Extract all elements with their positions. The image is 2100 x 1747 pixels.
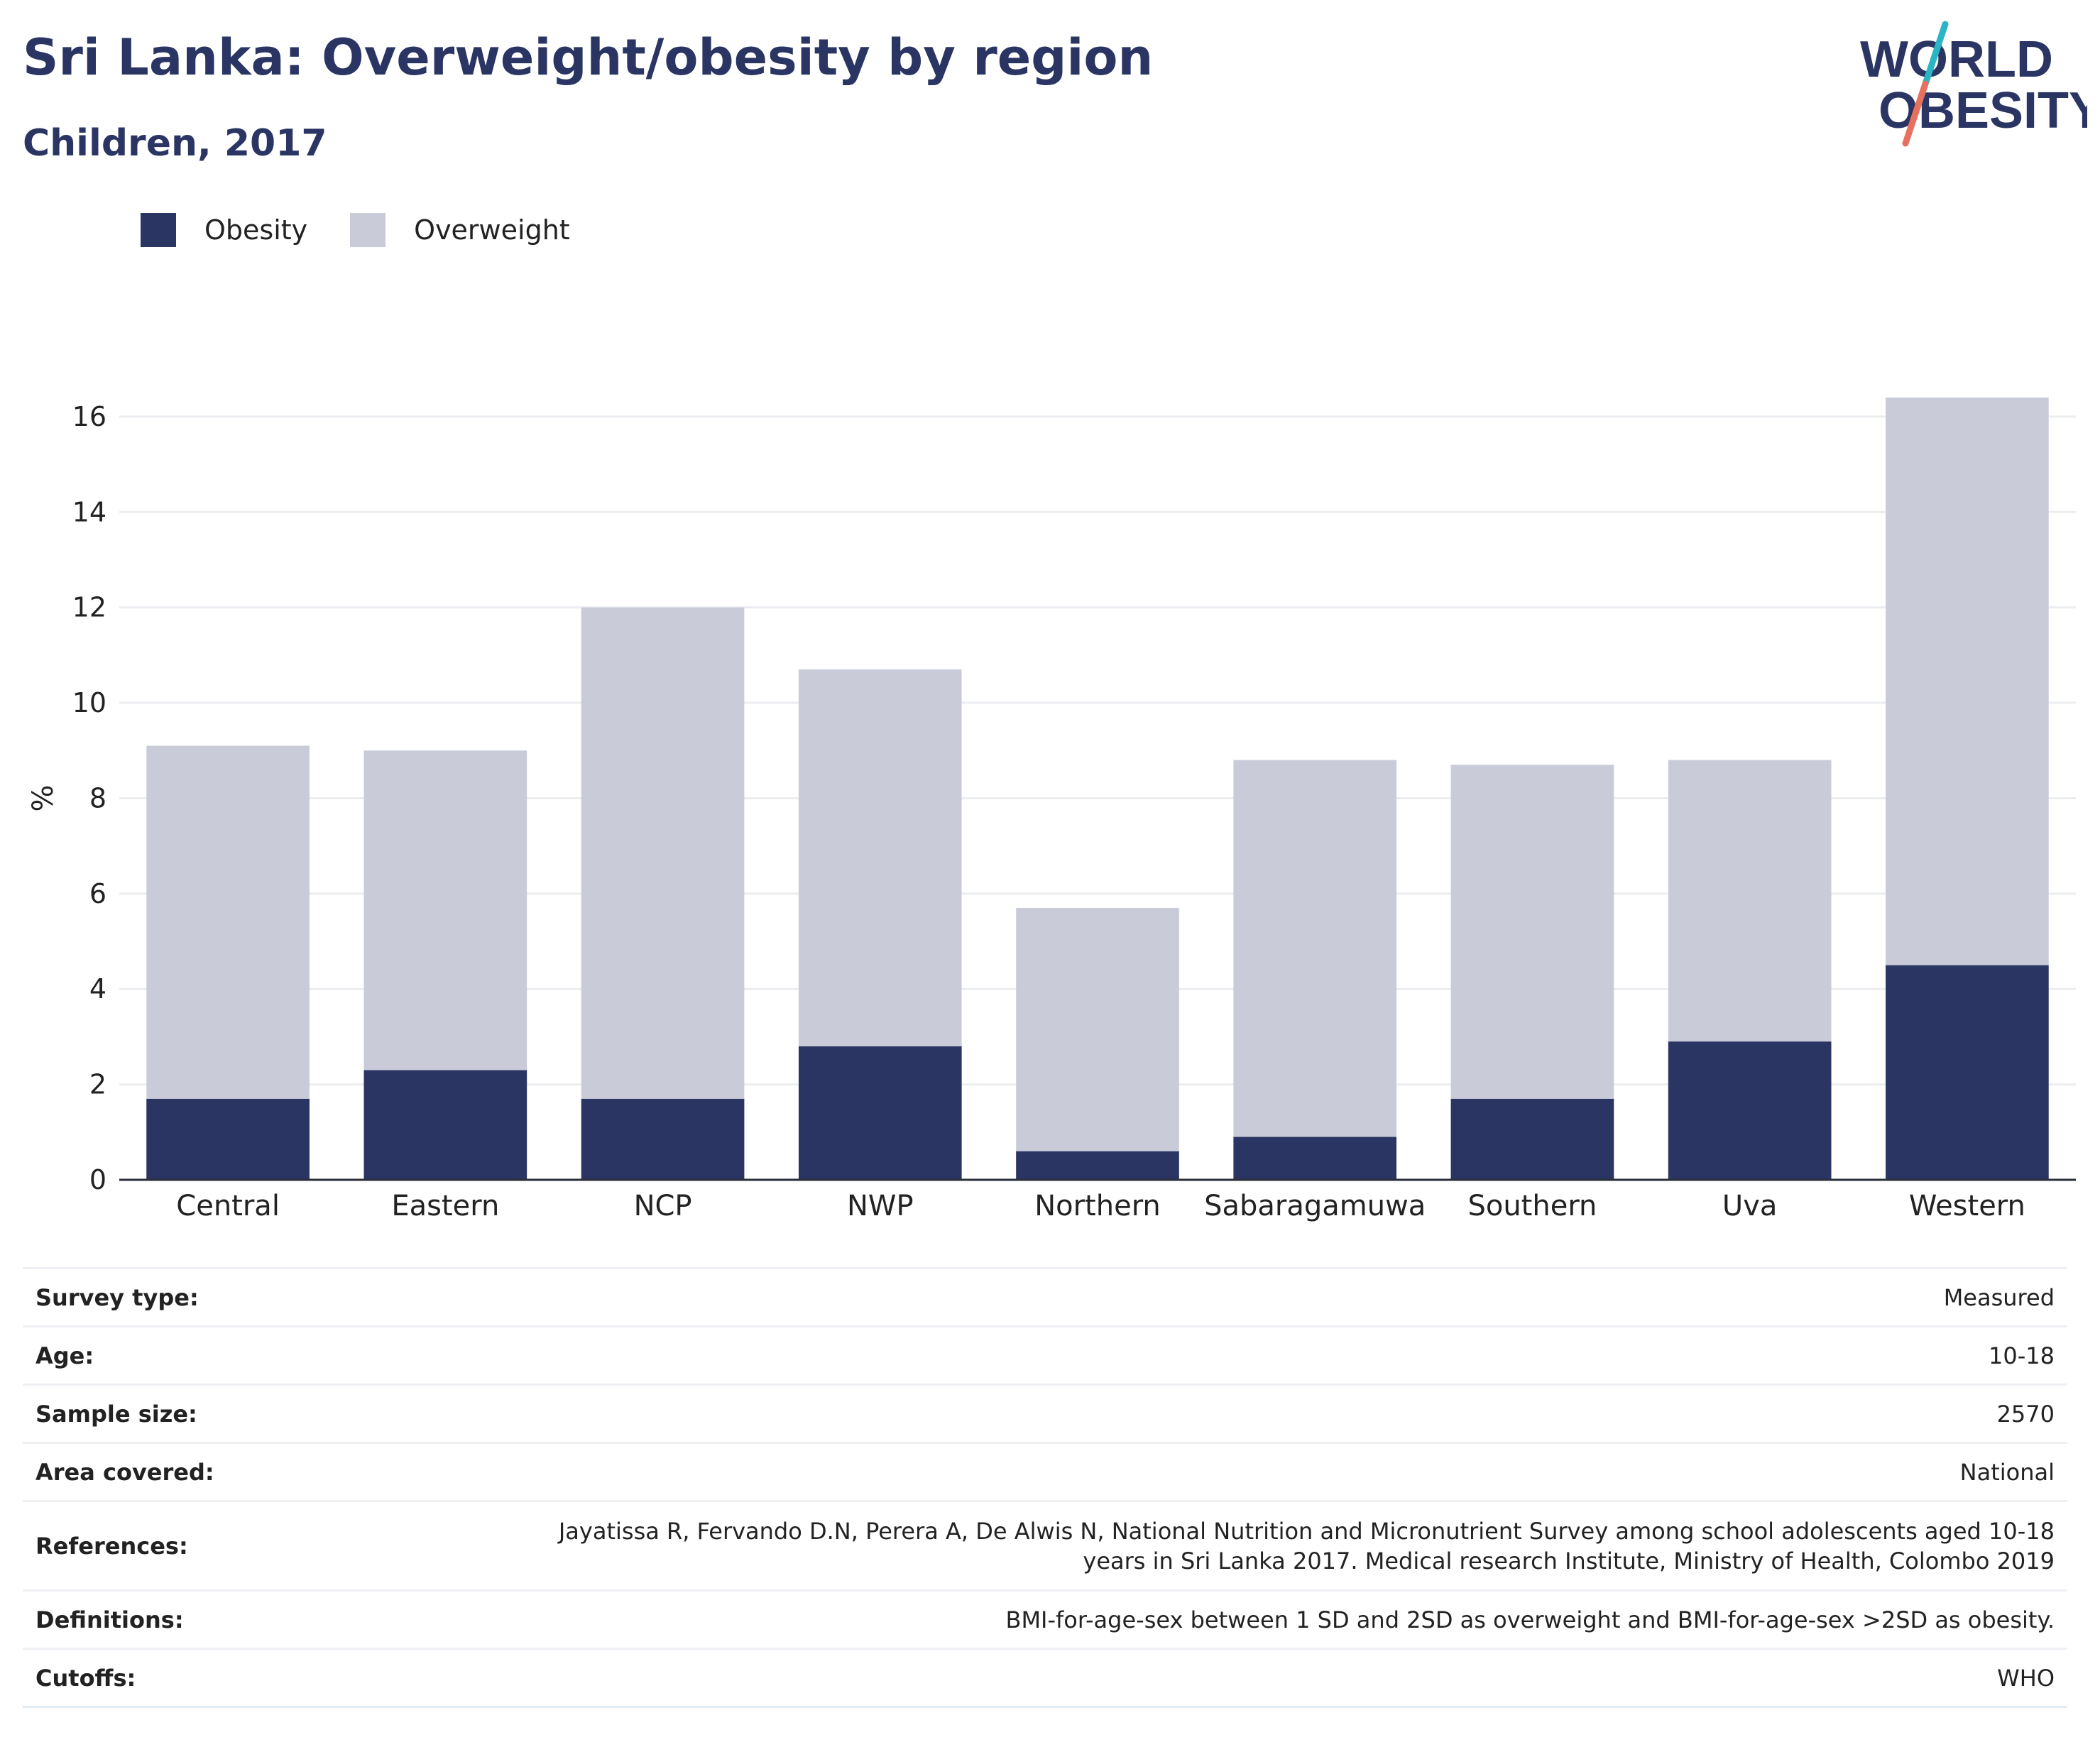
info-key: Sample size: xyxy=(23,1384,545,1443)
info-key: References: xyxy=(23,1500,545,1591)
chart-subtitle: Children, 2017 xyxy=(23,122,327,165)
bar-overweight-nwp xyxy=(798,669,962,1046)
bar-overweight-central xyxy=(146,745,310,1099)
bar-overweight-sabaragamuwa xyxy=(1233,760,1397,1137)
bar-obesity-southern xyxy=(1450,1098,1614,1180)
info-key: Area covered: xyxy=(23,1442,545,1501)
x-tick-label: Southern xyxy=(1467,1190,1597,1222)
bar-obesity-nwp xyxy=(798,1046,962,1180)
x-tick-label: Sabaragamuwa xyxy=(1204,1190,1426,1222)
bar-obesity-eastern xyxy=(363,1070,527,1180)
info-row-survey-type: Survey type: Measured xyxy=(23,1267,2067,1327)
info-key: Cutoffs: xyxy=(23,1648,545,1708)
logo-slash-teal xyxy=(1922,21,1949,87)
x-tick-label: Northern xyxy=(1034,1190,1161,1222)
y-tick-label: 16 xyxy=(72,401,106,432)
x-tick-label: NCP xyxy=(634,1190,692,1222)
legend-swatch-overweight xyxy=(350,213,386,247)
legend-item-obesity[interactable]: Obesity xyxy=(141,213,307,247)
info-value: 10-18 xyxy=(545,1325,2067,1385)
info-value: National xyxy=(545,1442,2067,1501)
bar-overweight-western xyxy=(1886,398,2049,965)
bar-obesity-uva xyxy=(1668,1041,1832,1180)
bar-obesity-ncp xyxy=(581,1098,745,1180)
legend-swatch-obesity xyxy=(141,213,176,247)
info-row-cutoffs: Cutoffs: WHO xyxy=(23,1648,2067,1708)
chart-legend: Obesity Overweight xyxy=(141,210,613,250)
y-axis-label: % xyxy=(27,784,60,811)
bar-obesity-sabaragamuwa xyxy=(1233,1137,1397,1180)
info-row-sample-size: Sample size: 2570 xyxy=(23,1384,2067,1443)
y-tick-label: 14 xyxy=(72,496,106,527)
x-tick-label: NWP xyxy=(847,1190,914,1222)
x-tick-label: Eastern xyxy=(391,1190,499,1222)
bar-overweight-ncp xyxy=(581,607,745,1099)
x-tick-label: Western xyxy=(1909,1190,2025,1222)
info-value: BMI-for-age-sex between 1 SD and 2SD as … xyxy=(545,1589,2067,1649)
y-tick-label: 10 xyxy=(72,687,106,718)
reference-line-1: Jayatissa R, Fervando D.N, Perera A, De … xyxy=(558,1517,2055,1545)
info-value: Measured xyxy=(545,1267,2067,1327)
bar-overweight-eastern xyxy=(363,750,527,1070)
reference-line-2: years in Sri Lanka 2017. Medical researc… xyxy=(1083,1547,2055,1575)
legend-label-overweight: Overweight xyxy=(414,214,570,246)
info-value: WHO xyxy=(545,1648,2067,1708)
logo-line-world: WORLD xyxy=(1860,31,2053,88)
info-value: 2570 xyxy=(545,1384,2067,1443)
info-key: Age: xyxy=(23,1325,545,1385)
info-row-references: References: Jayatissa R, Fervando D.N, P… xyxy=(23,1500,2067,1591)
chart-title: Sri Lanka: Overweight/obesity by region xyxy=(23,28,1154,87)
bar-overweight-northern xyxy=(1016,907,1179,1151)
legend-item-overweight[interactable]: Overweight xyxy=(350,213,570,247)
bar-overweight-southern xyxy=(1450,765,1614,1099)
info-row-age: Age: 10-18 xyxy=(23,1325,2067,1385)
info-row-area-covered: Area covered: National xyxy=(23,1442,2067,1501)
y-tick-label: 6 xyxy=(89,878,106,909)
info-row-definitions: Definitions: BMI-for-age-sex between 1 S… xyxy=(23,1589,2067,1649)
info-key: Definitions: xyxy=(23,1589,545,1649)
logo-slash-coral xyxy=(1902,80,1929,147)
bar-obesity-central xyxy=(146,1098,310,1180)
bar-obesity-northern xyxy=(1016,1151,1179,1180)
legend-label-obesity: Obesity xyxy=(204,214,308,246)
info-key: Survey type: xyxy=(23,1267,545,1327)
y-tick-label: 12 xyxy=(72,592,106,623)
stacked-bar-chart: 0 2 4 6 8 10 12 14 16% Central Eastern NCP NWP Northe… xyxy=(27,398,2076,1222)
world-obesity-logo: WORLD OBESITY xyxy=(1860,21,2087,147)
bar-obesity-western xyxy=(1886,965,2049,1180)
x-tick-label: Central xyxy=(176,1190,280,1222)
survey-info-table: Survey type: Measured Age: 10-18 Sample … xyxy=(23,1267,2067,1708)
bar-overweight-uva xyxy=(1668,760,1832,1042)
y-tick-label: 2 xyxy=(89,1069,106,1100)
y-tick-label: 0 xyxy=(89,1164,106,1195)
y-tick-label: 8 xyxy=(89,782,106,814)
x-tick-label: Uva xyxy=(1722,1190,1777,1222)
y-tick-label: 4 xyxy=(89,973,106,1004)
info-value: Jayatissa R, Fervando D.N, Perera A, De … xyxy=(545,1500,2067,1591)
